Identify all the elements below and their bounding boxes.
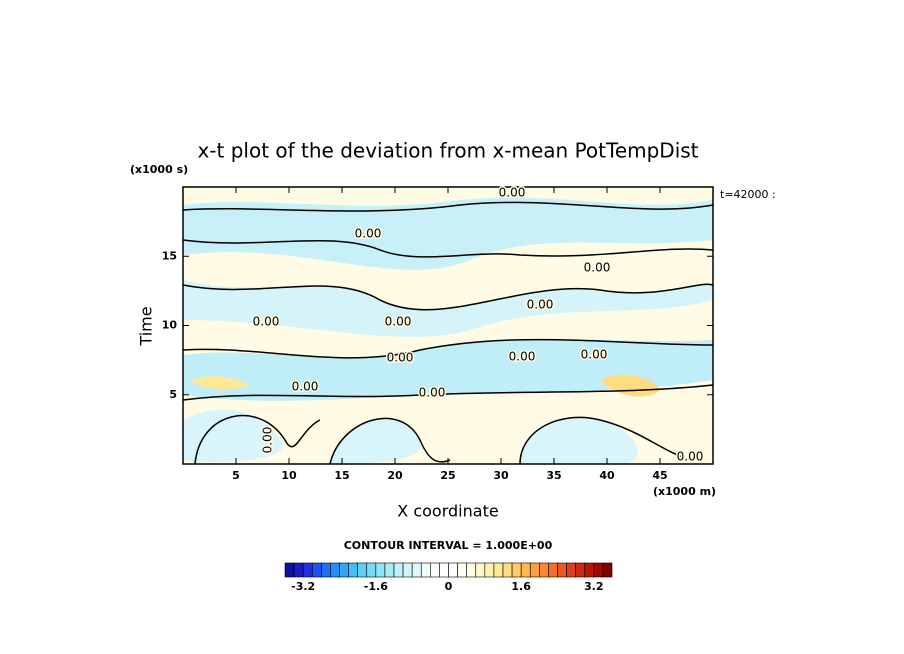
colorbar-box — [366, 562, 377, 578]
colorbar-box — [557, 562, 567, 578]
colorbar-box — [475, 562, 486, 578]
colorbar-box — [284, 562, 295, 578]
field-patch — [183, 339, 713, 401]
colorbar-tick-label: 1.6 — [511, 580, 531, 593]
contour-label: 0.00 — [677, 450, 704, 464]
time-label: t=42000 : — [720, 188, 776, 201]
y-tick-label: 5 — [169, 388, 177, 401]
x-tick-label: 15 — [334, 469, 349, 482]
colorbar-box — [321, 562, 331, 578]
colorbar-box — [339, 562, 349, 578]
contour-label: 0.00 — [527, 298, 554, 312]
contour-line — [182, 384, 714, 401]
contour-label: 0.00 — [387, 351, 414, 365]
colorbar-box — [584, 562, 595, 578]
colorbar-box — [539, 562, 549, 578]
field-patch — [600, 374, 660, 397]
colorbar-box — [566, 562, 576, 578]
contour-interval: CONTOUR INTERVAL = 1.000E+00 — [344, 539, 553, 552]
x-tick-label: 10 — [281, 469, 297, 482]
contour-label: 0.00 — [385, 315, 412, 329]
contour-label: 0.00 — [292, 380, 319, 394]
contour-label: 0.00 — [419, 386, 446, 400]
contour-line — [329, 417, 451, 465]
colorbar-box — [529, 562, 540, 578]
contour-line — [182, 201, 714, 212]
contour-line — [519, 416, 691, 465]
colorbar-box — [548, 562, 558, 578]
contour-line — [182, 283, 714, 311]
field-patch — [183, 197, 713, 270]
colorbar-box — [439, 562, 449, 578]
y-tick-label: 15 — [162, 249, 177, 262]
x-tick-label: 5 — [232, 469, 240, 482]
colorbar-box — [393, 562, 404, 578]
y-tick-label: 10 — [162, 319, 178, 332]
field — [182, 186, 714, 465]
colorbar-tick-label: -3.2 — [291, 580, 315, 593]
x-tick-label: 30 — [493, 469, 509, 482]
colorbar-box — [402, 562, 413, 578]
colorbar-box — [420, 562, 431, 578]
y-axis-label: Time — [137, 306, 156, 346]
x-unit-label: (x1000 m) — [653, 485, 716, 498]
x-axis-label: X coordinate — [397, 502, 498, 521]
colorbar-box — [511, 562, 522, 578]
contour-label: 0.00 — [509, 350, 536, 364]
colorbar-box — [466, 562, 477, 578]
colorbar-tick-label: -1.6 — [364, 580, 388, 593]
colorbar-box — [293, 562, 304, 578]
contours — [182, 201, 714, 465]
colorbar-box — [575, 562, 586, 578]
colorbar-box — [384, 562, 395, 578]
contour-label: 0.00 — [581, 348, 608, 362]
colorbar-box — [311, 562, 322, 578]
x-tick-label: 40 — [599, 469, 615, 482]
contour-label: 0.00 — [499, 186, 526, 200]
colorbar-box — [348, 562, 358, 578]
x-tick-label: 45 — [652, 469, 667, 482]
colorbar-box — [484, 562, 495, 578]
colorbar-box — [411, 562, 422, 578]
x-tick-label: 35 — [546, 469, 561, 482]
colorbar-tick-label: 0 — [445, 580, 453, 593]
field-patch — [183, 409, 283, 462]
colorbar-box — [520, 562, 531, 578]
contour-label: 0.00 — [261, 427, 275, 454]
x-tick-label: 25 — [440, 469, 455, 482]
chart-title: x-t plot of the deviation from x-mean Po… — [197, 139, 698, 163]
colorbar-box — [448, 562, 458, 578]
contour-line — [194, 414, 321, 465]
colorbar-box — [302, 562, 313, 578]
field-patch — [190, 376, 250, 390]
colorbar-box — [593, 562, 604, 578]
contour-label: 0.00 — [253, 315, 280, 329]
colorbar-box — [357, 562, 368, 578]
colorbar-box — [493, 562, 504, 578]
colorbar-box — [457, 562, 467, 578]
colorbar-tick-label: 3.2 — [584, 580, 604, 593]
x-tick-label: 20 — [387, 469, 403, 482]
contour-line — [182, 338, 714, 359]
colorbar-box — [375, 562, 386, 578]
field-patch — [520, 417, 638, 464]
contour-label: 0.00 — [584, 261, 611, 275]
colorbar-box — [330, 562, 340, 578]
colorbar-box — [430, 562, 440, 578]
contour-line — [182, 239, 714, 258]
colorbar-box — [602, 562, 613, 578]
y-unit-label: (x1000 s) — [130, 163, 188, 176]
colorbar-box — [502, 562, 513, 578]
contour-label: 0.00 — [355, 227, 382, 241]
